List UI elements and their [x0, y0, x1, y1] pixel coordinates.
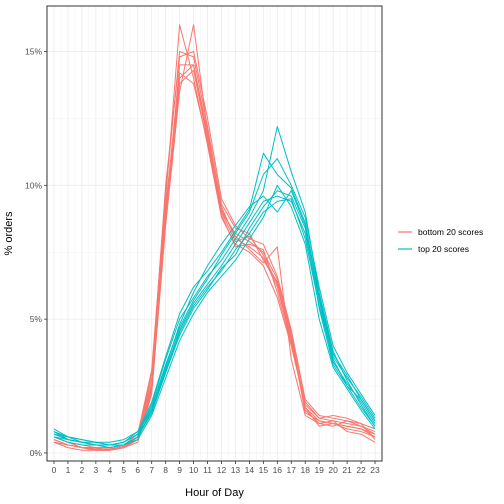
x-tick-label: 5	[121, 465, 126, 475]
x-tick-label: 8	[163, 465, 168, 475]
series-line	[53, 69, 376, 451]
x-tick-label: 3	[93, 465, 98, 475]
y-tick-label: 10%	[25, 180, 42, 190]
plot-panel	[47, 6, 382, 461]
x-tick-label: 2	[80, 465, 85, 475]
series-line	[53, 190, 376, 449]
x-tick-label: 14	[245, 465, 255, 475]
x-tick-label: 1	[66, 465, 71, 475]
legend-label: top 20 scores	[418, 244, 469, 254]
x-tick-label: 23	[370, 465, 380, 475]
y-tick-label: 5%	[30, 314, 43, 324]
legend-label: bottom 20 scores	[418, 227, 483, 237]
x-tick-label: 20	[328, 465, 338, 475]
x-axis-title: Hour of Day	[185, 487, 244, 499]
y-axis-title: % orders	[3, 211, 15, 256]
legend: bottom 20 scores top 20 scores	[398, 227, 483, 254]
x-tick-label: 0	[52, 465, 57, 475]
x-tick-label: 10	[189, 465, 199, 475]
x-tick-label: 7	[149, 465, 154, 475]
x-tick-label: 11	[203, 465, 212, 475]
x-tick-label: 12	[217, 465, 227, 475]
x-tick-label: 15	[259, 465, 269, 475]
series-line	[53, 152, 376, 446]
x-tick-label: 4	[107, 465, 112, 475]
series-group-top-20	[53, 125, 376, 449]
series-line	[53, 190, 376, 443]
x-tick-label: 19	[314, 465, 324, 475]
y-tick-label: 0%	[30, 448, 43, 458]
x-tick-label: 17	[287, 465, 297, 475]
x-tick-label: 21	[342, 465, 352, 475]
axes: 0 1 2 3 4 5 6 7 8 9 10 11 12 13 14 15 16 17 18 19 20 21 22 230%…	[25, 47, 380, 476]
x-tick-label: 18	[300, 465, 310, 475]
plot-panel-border	[46, 5, 383, 462]
series-line	[53, 51, 376, 450]
x-tick-label: 6	[135, 465, 140, 475]
x-tick-label: 22	[356, 465, 366, 475]
series-layer	[53, 24, 376, 451]
x-tick-label: 16	[273, 465, 283, 475]
x-tick-label: 9	[177, 465, 182, 475]
y-tick-label: 15%	[25, 47, 42, 57]
x-tick-label: 13	[231, 465, 241, 475]
